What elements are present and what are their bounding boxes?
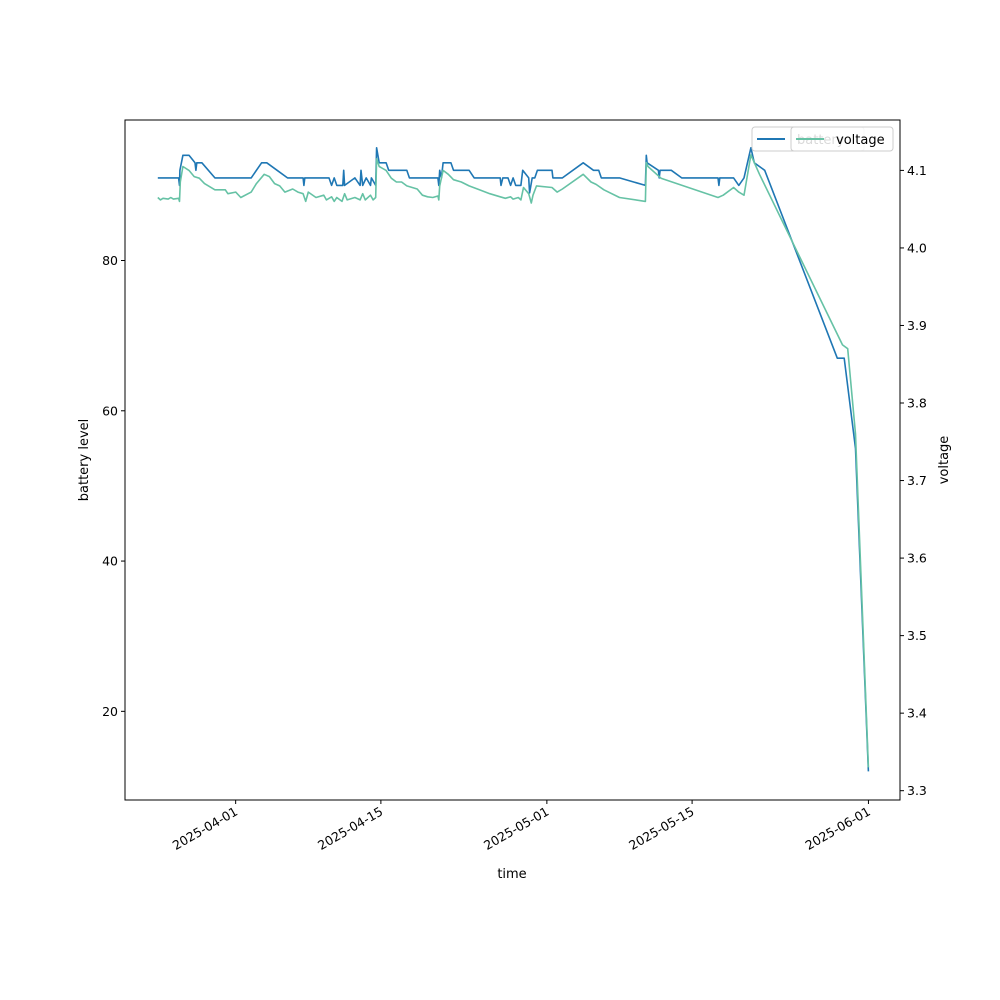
legend-voltage-label: voltage <box>836 133 885 148</box>
plot-frame <box>124 119 901 801</box>
series-layer <box>157 147 870 772</box>
left-y-axis-ticks: 20 80 60 40 <box>102 253 125 719</box>
right-y-axis-ticks: 4.1 4.0 3.9 3.8 3.7 3.6 3.5 3.4 3.3 <box>900 163 927 798</box>
legend-voltage: voltage <box>790 126 894 152</box>
left-y-tick-label: 60 <box>102 403 118 418</box>
x-axis-label: time <box>497 867 526 882</box>
plot-background <box>125 120 900 800</box>
right-y-tick-label: 3.8 <box>907 396 927 411</box>
right-y-tick-label: 3.7 <box>907 473 927 488</box>
right-y-tick-label: 3.6 <box>907 551 927 566</box>
x-tick-label: 2025-04-01 <box>170 804 240 853</box>
x-axis-ticks: 2025-04-01 2025-04-15 2025-05-01 2025-05-15… <box>170 800 873 853</box>
left-y-tick-label: 80 <box>102 253 118 268</box>
right-y-tick-label: 3.9 <box>907 318 927 333</box>
right-y-tick-label: 3.4 <box>907 706 927 721</box>
x-tick-label: 2025-05-01 <box>481 804 551 853</box>
right-y-tick-label: 3.5 <box>907 628 927 643</box>
right-y-tick-label: 4.0 <box>907 240 927 255</box>
left-y-tick-label: 20 <box>102 704 118 719</box>
x-tick-label: 2025-06-01 <box>803 804 873 853</box>
right-y-axis-label: voltage <box>937 436 952 485</box>
battery-series-line <box>157 147 870 772</box>
plot-area <box>124 119 901 801</box>
voltage-series-line <box>157 154 870 768</box>
right-y-tick-label: 4.1 <box>907 163 927 178</box>
x-tick-label: 2025-04-15 <box>315 804 385 853</box>
left-y-tick-label: 40 <box>102 554 118 569</box>
x-tick-label: 2025-05-15 <box>626 804 696 853</box>
legend-voltage-box <box>790 126 894 152</box>
left-y-axis-label: battery level <box>77 419 92 502</box>
right-y-tick-label: 3.3 <box>907 783 927 798</box>
